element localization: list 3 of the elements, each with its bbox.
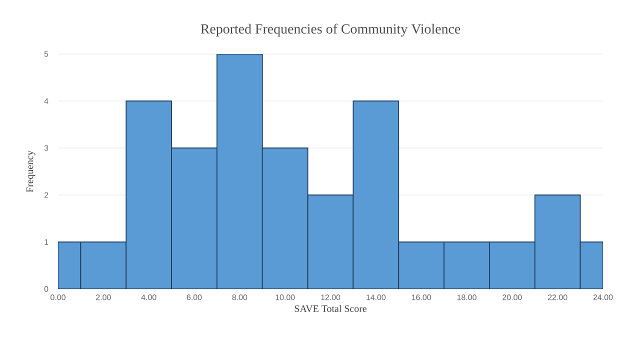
chart-title: Reported Frequencies of Community Violence xyxy=(200,24,460,37)
y-axis-title: Frequency xyxy=(26,150,36,192)
x-axis-title: SAVE Total Score xyxy=(294,304,367,312)
